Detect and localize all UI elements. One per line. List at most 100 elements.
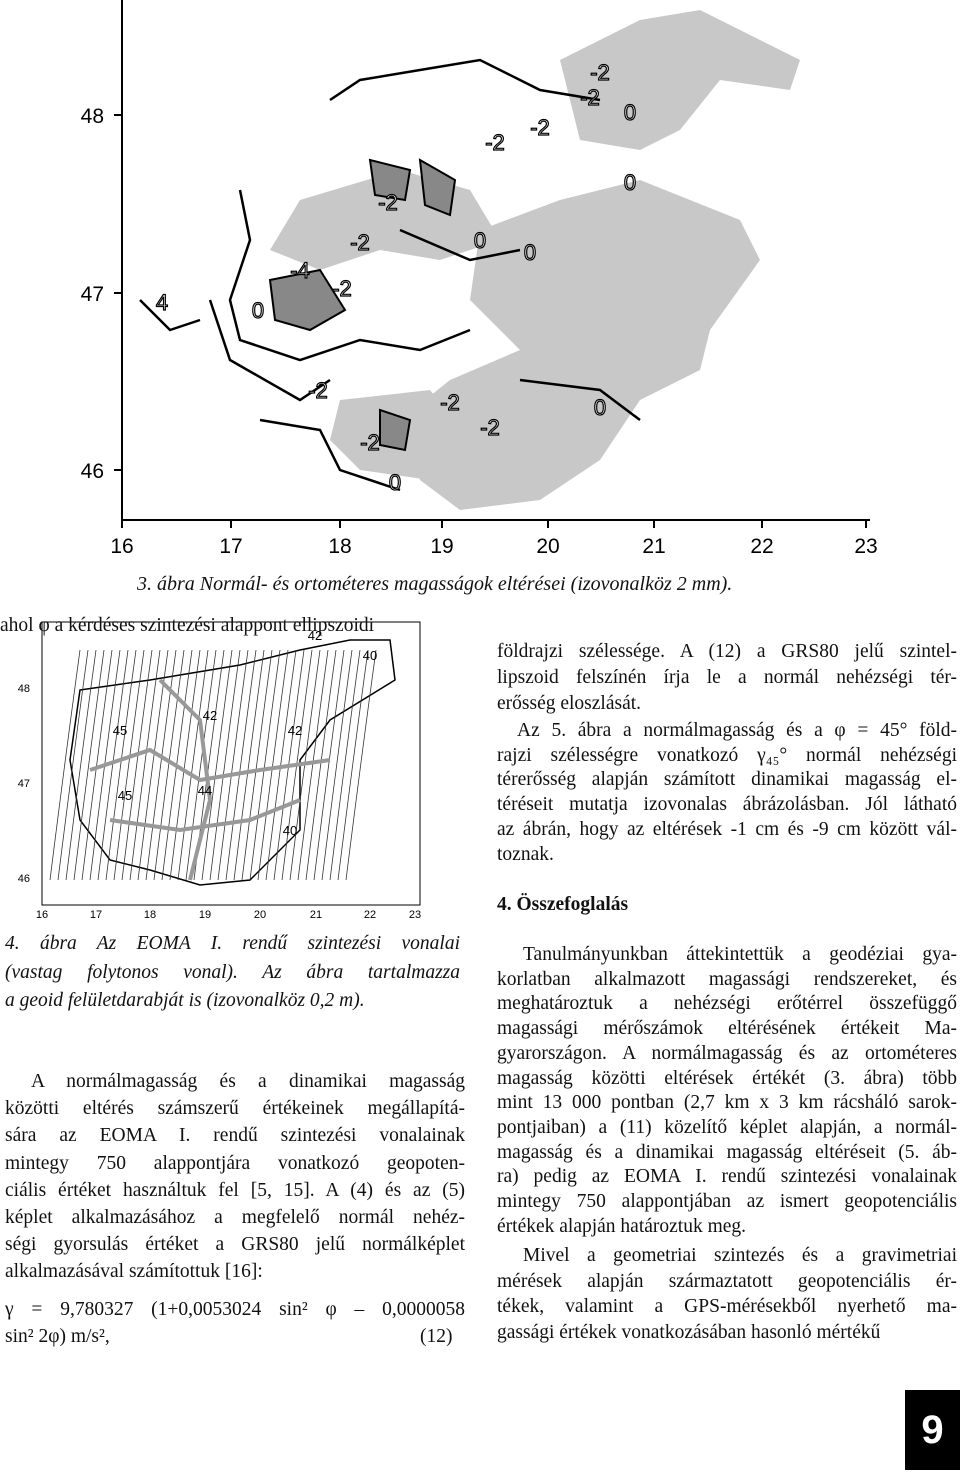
text-line: az ábrán, hogy az eltérések -1 cm és -9 … xyxy=(497,818,957,840)
contour-label: -2 xyxy=(378,190,398,215)
page-number: 9 xyxy=(905,1390,960,1470)
contour-line xyxy=(233,649,265,881)
text-line: erősség eloszlását. xyxy=(497,693,642,714)
text-line: sára az EOMA I. rendű szintezési vonalai… xyxy=(5,1125,465,1147)
x-tick-label: 23 xyxy=(854,535,877,558)
x-tick-label: 20 xyxy=(536,535,559,558)
contour-line xyxy=(209,649,241,881)
contour-label: -2 xyxy=(440,390,460,415)
x-tick-label: 16 xyxy=(110,535,133,558)
contour-line xyxy=(161,649,193,881)
y-tick-label: 47 xyxy=(81,283,104,306)
y-tick-label: 47 xyxy=(18,778,30,790)
text-line: téréseit mutatja izovonalas ábrázolásban… xyxy=(497,794,957,816)
text-line: toznak. xyxy=(497,843,554,865)
contour-label: 0 xyxy=(624,100,636,125)
text-line: a geoid felületdarabját is (izovonalköz … xyxy=(5,990,365,1011)
text-line: pontjaiban) a (11) közelítő képlet alapj… xyxy=(497,1116,957,1138)
contour-line xyxy=(89,649,121,881)
x-tick-label: 21 xyxy=(642,535,665,558)
text-line: földrajzi szélessége. A (12) a GRS80 jel… xyxy=(497,641,957,662)
contour-line xyxy=(49,649,81,881)
contour-label: 0 xyxy=(389,470,401,495)
contour-line xyxy=(313,649,345,881)
x-tick-label: 19 xyxy=(199,909,211,921)
contour-line xyxy=(265,649,297,881)
contour-label: -2 xyxy=(580,85,600,110)
text-line: 4. Összefoglalás xyxy=(497,894,629,915)
text-line: térerősség alapján számított dinamikai m… xyxy=(497,769,957,791)
contour-lines xyxy=(49,649,377,881)
country-outline xyxy=(69,639,396,886)
contour-label: 0 xyxy=(252,298,264,323)
text-line: mintegy 750 alappontjában az ismert geop… xyxy=(497,1191,957,1212)
contour-label: 0 xyxy=(594,395,606,420)
contour-label: -4 xyxy=(290,258,310,283)
text-line: Mivel a geometriai szintezés és a gravim… xyxy=(523,1245,957,1266)
contour-line xyxy=(249,649,281,881)
text-line: Az 5. ábra a normálmagasság és a φ = 45°… xyxy=(517,720,957,741)
contour-label: 0 xyxy=(474,228,486,253)
x-tick-label: 22 xyxy=(750,535,773,558)
y-tick-label: 48 xyxy=(18,683,30,695)
contour-label: 0 xyxy=(524,240,536,265)
contour-line xyxy=(217,649,249,881)
contour-label: -2 xyxy=(308,378,328,403)
text-line: magasság közötti eltérések értékét (3. á… xyxy=(497,1067,957,1089)
contour-line xyxy=(185,649,217,881)
text-line: (vastag folytonos vonal). Az ábra tartal… xyxy=(5,961,460,983)
contour-line xyxy=(57,649,89,881)
text-line: alkalmazásával számítottuk [16]: xyxy=(5,1261,263,1283)
text-line: korlatban alkalmazott magassági rendszer… xyxy=(497,968,957,990)
contour-label: 40 xyxy=(283,823,297,838)
figure-4-map xyxy=(41,621,421,906)
contour-label: 45 xyxy=(118,788,132,803)
figure-3-map xyxy=(121,0,870,521)
contour-line xyxy=(281,649,313,881)
text-line: mint 13 000 pontban (2,7 km x 3 km rácsh… xyxy=(497,1092,957,1114)
y-tick-label: 48 xyxy=(81,105,104,128)
text-line: magasság és a dinamikai magasság eltérés… xyxy=(497,1141,957,1163)
contour-label: 42 xyxy=(308,628,322,643)
contour-label: 42 xyxy=(288,723,302,738)
contour-line xyxy=(65,649,97,881)
text-line: 3. ábra Normál- és ortométeres magasságo… xyxy=(137,573,733,595)
text-line: A normálmagasság és a dinamikai magasság xyxy=(31,1071,465,1092)
text-line: meghatároztuk a nehézségi erőtérrel össz… xyxy=(497,993,957,1015)
text-line: közötti eltérés számszerű értékeinek meg… xyxy=(5,1098,465,1120)
text-line: sin² 2φ) m/s², xyxy=(5,1326,110,1347)
text-line: 4. ábra Az EOMA I. rendű szintezési vona… xyxy=(5,933,460,954)
text-line: tékek, valamint a GPS-mérésekből nyerhet… xyxy=(497,1296,957,1318)
contour-line xyxy=(113,649,145,881)
contour-line xyxy=(177,649,209,881)
contour-line xyxy=(105,649,137,881)
x-tick-label: 17 xyxy=(219,535,242,558)
x-tick-label: 19 xyxy=(430,535,453,558)
text-line: (12) xyxy=(420,1326,453,1347)
y-tick-label: 46 xyxy=(81,460,104,483)
x-tick-label: 17 xyxy=(90,909,102,921)
x-tick-label: 23 xyxy=(409,909,421,921)
text-line: képlet alkalmazásához a megfelelő normál… xyxy=(5,1207,465,1228)
map-area xyxy=(268,158,457,452)
x-tick-label: 20 xyxy=(254,909,266,921)
contour-line xyxy=(201,649,233,881)
contour-line xyxy=(273,649,305,881)
text-line: rajzi szélességre vonatkozó γ₄₅° normál … xyxy=(497,744,957,766)
contour-label: 4 xyxy=(156,290,168,315)
map-area xyxy=(560,10,800,150)
text-line: Tanulmányunkban áttekintettük a geodézia… xyxy=(523,944,957,965)
contour-line xyxy=(345,649,377,881)
contour-label: 45 xyxy=(113,723,127,738)
map-frame xyxy=(41,621,421,906)
text-line: ahol φ a kérdéses szintezési alappont el… xyxy=(0,615,375,636)
text-line: gassági értékek vonatkozásában hasonló m… xyxy=(497,1322,881,1344)
contour-line xyxy=(169,649,201,881)
contour-line xyxy=(145,649,177,881)
contour-label: -2 xyxy=(485,130,505,155)
text-line: magassági mérőszámok eltérésének értékei… xyxy=(497,1018,957,1040)
contour-label: -2 xyxy=(360,430,380,455)
contour-line xyxy=(139,58,641,492)
levelling-line xyxy=(89,678,331,881)
